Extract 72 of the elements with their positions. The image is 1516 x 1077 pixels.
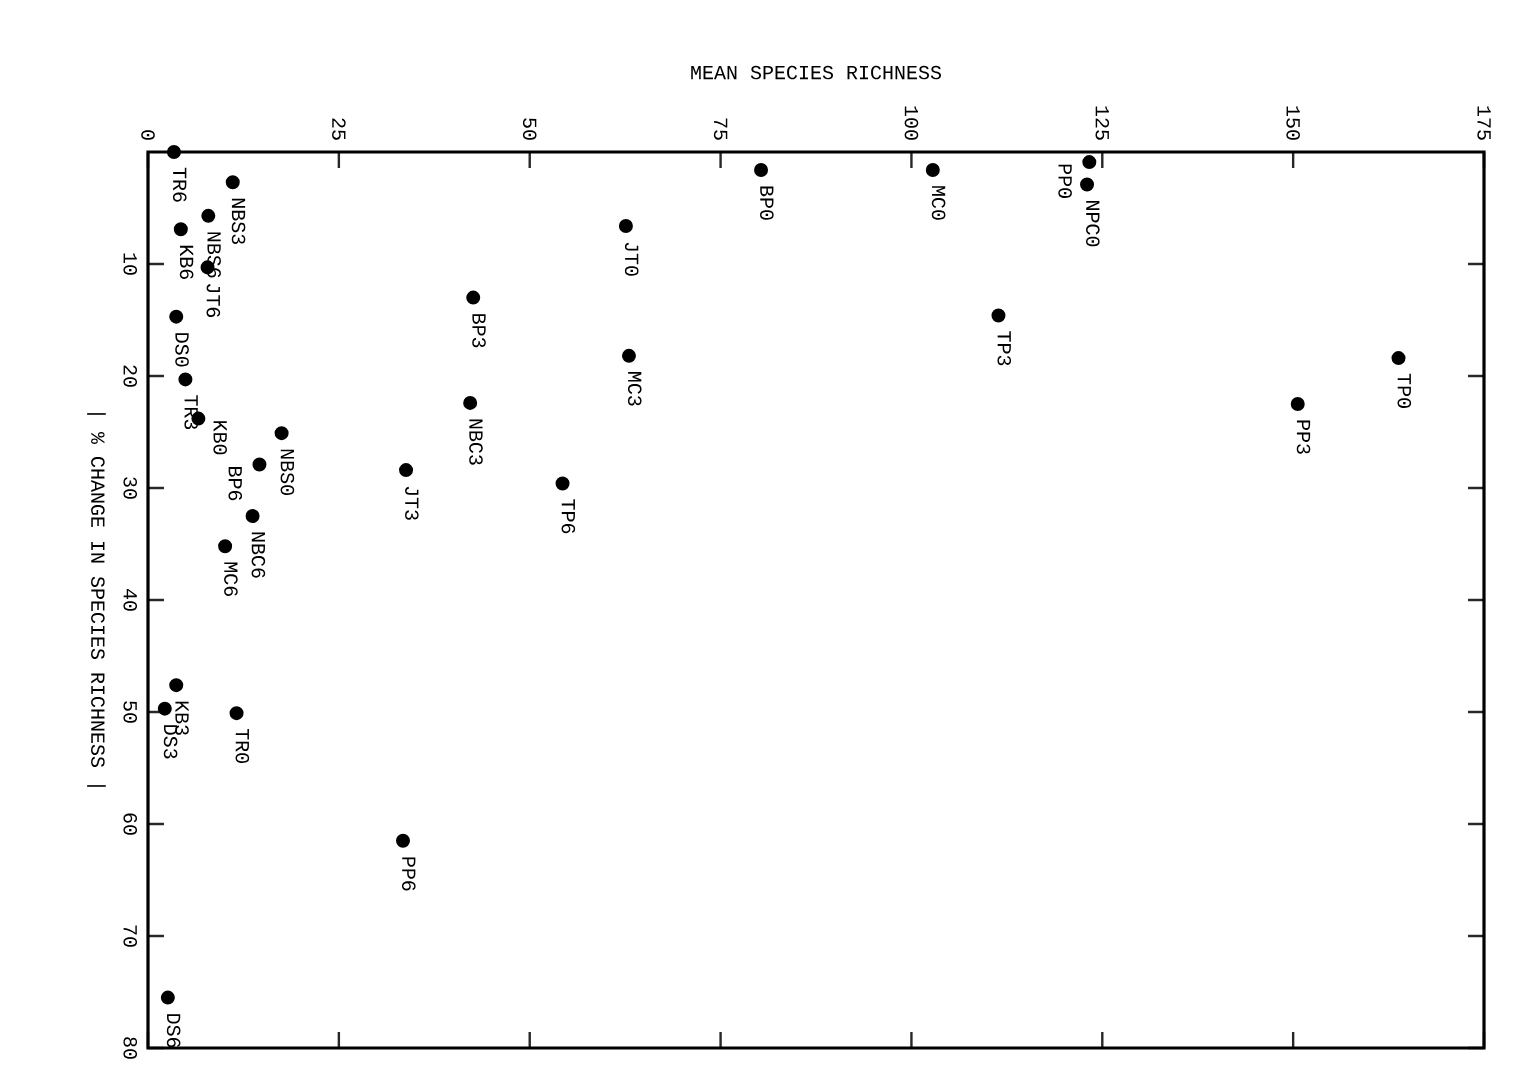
- point: [466, 290, 481, 305]
- point: [160, 990, 175, 1005]
- annotation: JT3: [405, 486, 419, 520]
- point: [225, 175, 240, 190]
- y-tick-label: 80: [123, 1037, 138, 1059]
- point: [252, 457, 267, 472]
- point: [621, 348, 636, 363]
- annotation: KB0: [213, 421, 227, 455]
- annotation: DS6: [166, 1014, 181, 1048]
- point: [169, 309, 184, 324]
- point: [463, 395, 478, 410]
- y-tick-label: 20: [123, 365, 138, 387]
- annotation: NBS3: [231, 198, 246, 244]
- annotation: KB6: [179, 245, 194, 279]
- x-tick-label: 125: [1095, 106, 1110, 140]
- y-tick-label: 70: [123, 925, 138, 947]
- x-tick-label: 25: [332, 118, 346, 140]
- x-tick-label: 150: [1286, 106, 1300, 140]
- point: [218, 539, 233, 554]
- y-tick-label: 10: [123, 253, 138, 275]
- annotation: TP0: [1397, 373, 1412, 408]
- point: [201, 208, 216, 223]
- point: [245, 509, 260, 524]
- point: [1391, 351, 1406, 366]
- point: [1080, 177, 1095, 192]
- annotation: TP3: [997, 331, 1012, 366]
- annotation: PP3: [1296, 420, 1311, 454]
- x-tick-label: 175: [1477, 106, 1491, 140]
- annotation: MC6: [224, 562, 238, 596]
- point: [555, 476, 570, 491]
- point: [178, 372, 193, 387]
- annotation: BP0: [760, 186, 774, 220]
- annotation: DS0: [175, 333, 189, 367]
- annotation: BP6: [228, 467, 243, 501]
- point: [991, 308, 1006, 323]
- point: [166, 145, 181, 160]
- point: [169, 678, 184, 693]
- y-tick-label: 40: [123, 589, 138, 611]
- point: [1290, 397, 1305, 412]
- point: [274, 426, 289, 441]
- annotation: NBC6: [251, 532, 266, 578]
- x-tick-label: 100: [904, 106, 919, 140]
- point: [754, 162, 769, 177]
- point: [229, 706, 244, 721]
- annotation: JT6: [206, 284, 221, 318]
- y-tick-label: 50: [123, 701, 138, 723]
- y-tick-label: 60: [123, 813, 138, 835]
- point: [925, 162, 940, 177]
- point: [1082, 155, 1097, 170]
- annotation: NPC0: [1086, 201, 1100, 247]
- annotation: MC3: [627, 372, 642, 406]
- annotation: JT0: [624, 242, 639, 276]
- y-tick-label: 30: [123, 477, 138, 499]
- x-tick-label: 50: [522, 118, 537, 140]
- y-axis-title: | % CHANGE IN SPECIES RICHNESS |: [87, 413, 106, 787]
- annotation: NBC3: [469, 419, 483, 465]
- point: [399, 463, 414, 478]
- annotation: PP6: [402, 857, 416, 891]
- annotation: NBS0: [280, 449, 295, 495]
- annotation: BP3: [472, 314, 486, 348]
- point: [618, 218, 633, 233]
- annotation: TR6: [172, 167, 187, 202]
- annotation: TR0: [235, 728, 250, 763]
- x-tick-label: 0: [141, 130, 155, 140]
- annotation: MC0: [931, 186, 946, 220]
- annotation: TP6: [561, 499, 576, 534]
- point: [395, 833, 410, 848]
- x-axis-title: MEAN SPECIES RICHNESS: [691, 65, 941, 80]
- annotation: PP0: [1058, 164, 1072, 198]
- point: [173, 222, 188, 237]
- point: [157, 701, 172, 716]
- x-tick-label: 75: [713, 118, 728, 140]
